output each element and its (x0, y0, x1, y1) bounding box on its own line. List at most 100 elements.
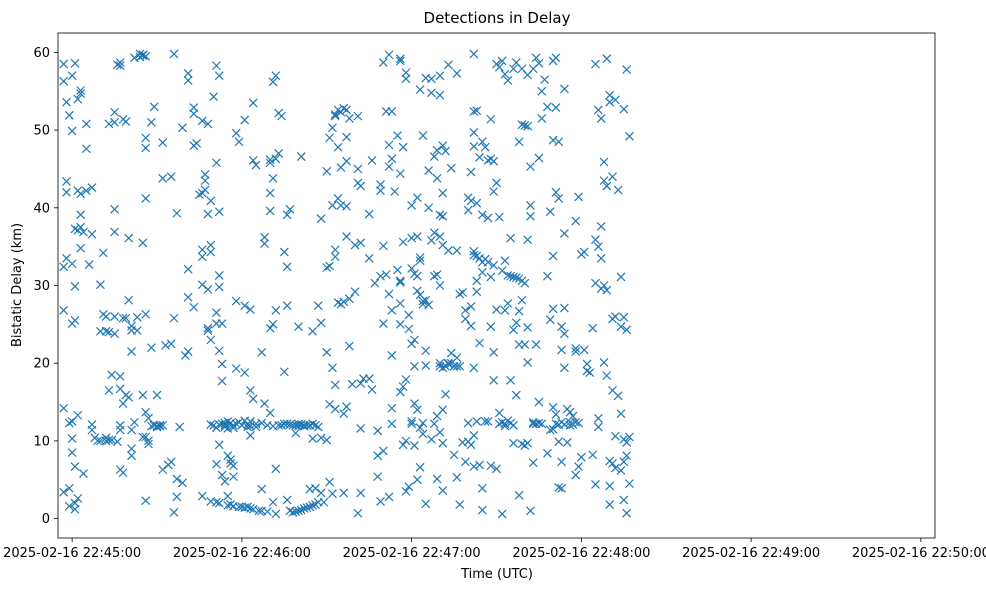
data-point (311, 483, 320, 493)
data-point (602, 54, 612, 64)
data-point (610, 463, 620, 473)
data-point (378, 241, 388, 251)
data-point (353, 111, 363, 121)
data-point (172, 474, 182, 484)
data-point (395, 54, 405, 64)
data-point (96, 280, 105, 290)
data-point (421, 346, 431, 356)
x-tick-label: 2025-02-16 22:45:00 (3, 546, 141, 561)
data-point (262, 507, 272, 517)
data-point (172, 492, 182, 502)
data-point (152, 390, 162, 400)
data-point (514, 137, 524, 147)
data-point (353, 508, 363, 518)
data-point (330, 111, 340, 121)
data-point (200, 185, 210, 195)
data-point (452, 353, 462, 363)
data-point (466, 440, 476, 450)
data-point (395, 277, 405, 287)
data-point (240, 301, 250, 311)
data-point (166, 172, 176, 182)
data-point (311, 420, 320, 430)
data-point (291, 507, 301, 517)
data-point (240, 115, 250, 125)
data-point (410, 399, 419, 409)
data-point (469, 142, 479, 151)
data-point (616, 409, 626, 419)
data-point (511, 390, 521, 400)
data-point (523, 438, 533, 448)
data-point (500, 421, 510, 431)
data-point (548, 403, 558, 412)
data-point (325, 261, 335, 271)
data-point (596, 253, 606, 263)
data-point (214, 270, 224, 280)
data-point (277, 111, 286, 121)
data-point (251, 422, 261, 432)
data-point (124, 392, 134, 402)
data-point (472, 287, 482, 297)
data-point (64, 483, 74, 493)
data-point (217, 359, 227, 369)
plot-area-frame (57, 32, 936, 539)
data-point (455, 361, 465, 371)
data-point (206, 335, 216, 345)
data-point (59, 305, 69, 315)
data-point (477, 267, 487, 277)
data-point (469, 246, 479, 256)
data-point (613, 185, 623, 195)
data-point (344, 114, 354, 123)
data-point (330, 252, 340, 262)
data-point (432, 474, 442, 484)
data-point (610, 431, 620, 441)
data-point (64, 418, 74, 428)
data-point (282, 495, 292, 505)
data-point (455, 500, 465, 510)
data-point (234, 137, 244, 147)
data-point (591, 235, 600, 245)
data-point (503, 75, 513, 85)
data-point (76, 210, 86, 220)
data-point (610, 95, 620, 105)
data-point (446, 348, 456, 358)
data-point (59, 59, 69, 69)
data-point (178, 478, 187, 488)
data-point (141, 51, 151, 61)
data-point (398, 440, 408, 450)
data-point (565, 420, 575, 430)
data-point (316, 433, 326, 443)
data-point (412, 475, 422, 485)
data-point (559, 363, 569, 373)
data-point (81, 119, 91, 129)
data-point (421, 361, 431, 370)
data-point (138, 390, 148, 400)
data-point (398, 382, 408, 391)
data-point (356, 378, 366, 388)
data-point (223, 451, 233, 461)
data-point (497, 509, 507, 519)
data-point (511, 273, 521, 283)
data-point (141, 133, 151, 143)
data-point (415, 256, 425, 266)
data-point (67, 71, 77, 81)
data-point (458, 288, 467, 297)
data-point (121, 313, 131, 323)
data-point (146, 343, 156, 353)
data-point (435, 71, 445, 81)
data-point (412, 405, 422, 415)
data-point (503, 270, 513, 280)
data-point (274, 420, 284, 430)
data-point (605, 97, 615, 107)
data-point (421, 295, 431, 305)
y-axis-label: Bistatic Delay (km) (10, 223, 25, 347)
data-point (619, 312, 629, 322)
data-point (424, 203, 434, 213)
data-point (559, 84, 569, 94)
data-point (231, 419, 241, 429)
data-point (268, 497, 278, 507)
data-point (503, 298, 513, 308)
data-point (212, 308, 221, 318)
data-point (271, 464, 281, 474)
data-point (517, 295, 527, 305)
data-point (509, 272, 518, 282)
